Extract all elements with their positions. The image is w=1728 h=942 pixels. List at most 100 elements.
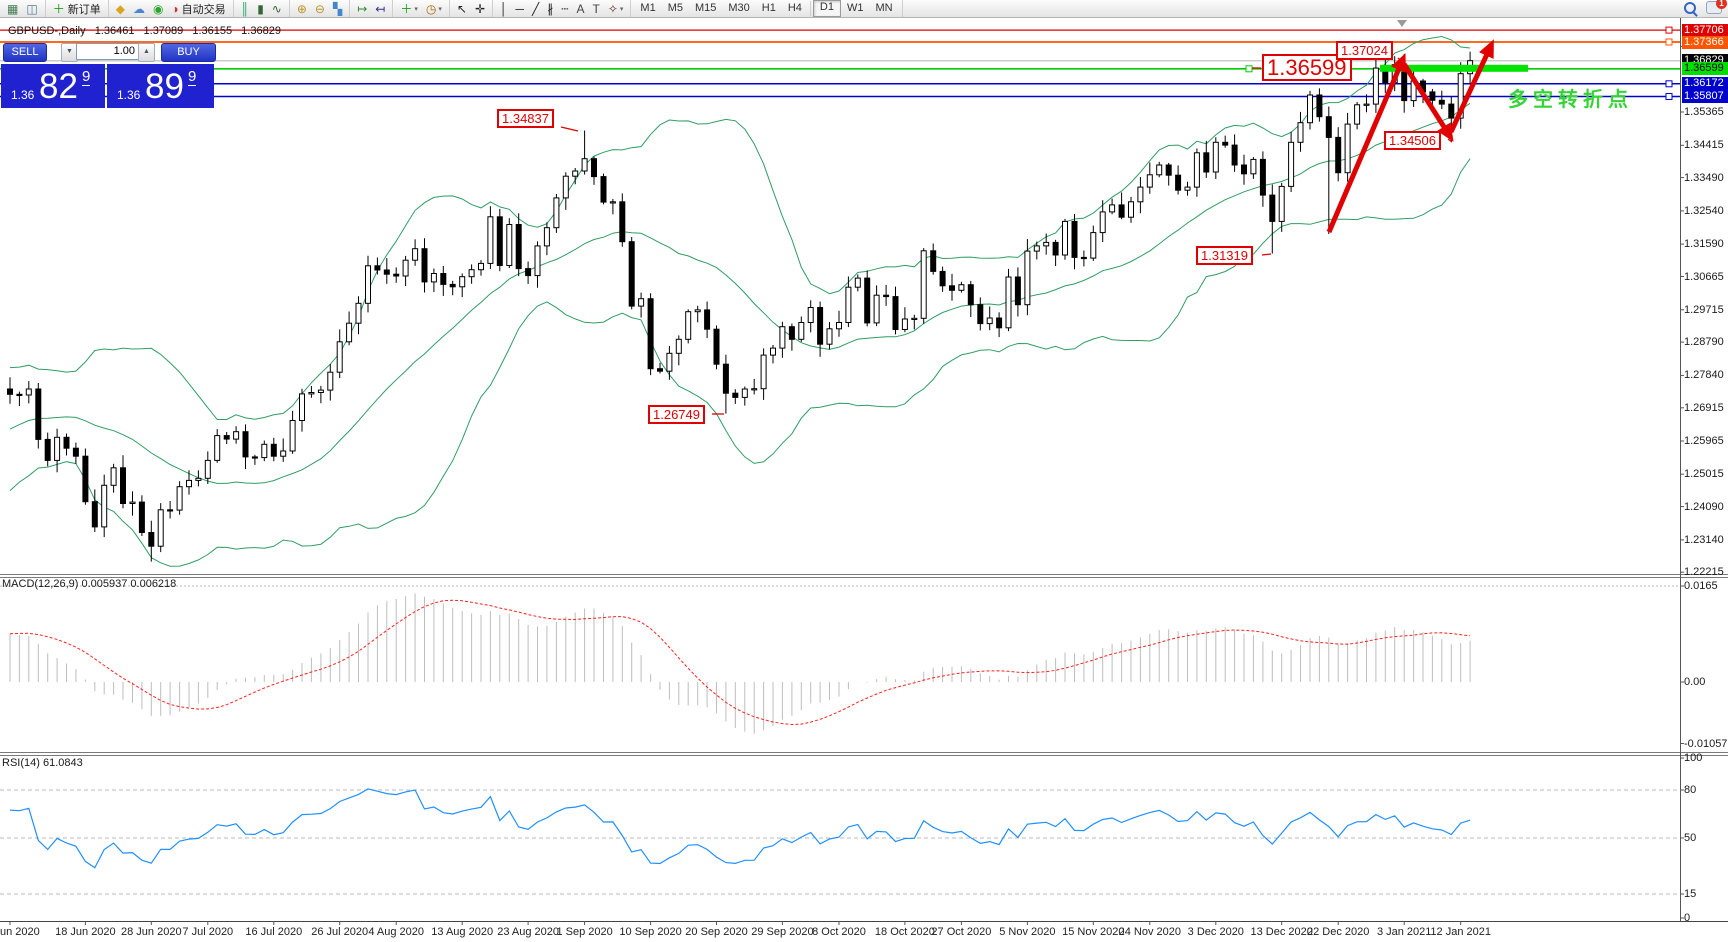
- timeframe-mn[interactable]: MN: [875, 2, 893, 14]
- time-label[interactable]: un 2020: [0, 926, 40, 938]
- trendline-icon[interactable]: ╱: [528, 1, 543, 17]
- timeframe-m30[interactable]: M30: [728, 2, 750, 14]
- search-icon[interactable]: [1684, 1, 1696, 14]
- time-label[interactable]: 1 Sep 2020: [556, 926, 613, 938]
- time-label[interactable]: 18 Oct 2020: [874, 926, 935, 938]
- chart-shift-icon[interactable]: ↤: [371, 1, 389, 17]
- crosshair-icon[interactable]: ✛: [471, 1, 489, 17]
- channel-icon[interactable]: ∦: [543, 1, 557, 17]
- bar-chart-icon[interactable]: ║: [237, 1, 254, 17]
- ohlc-close: 1.36829: [241, 25, 281, 37]
- label-icon[interactable]: T: [589, 1, 604, 17]
- time-label[interactable]: 26 Jul 2020: [311, 926, 369, 938]
- chart-preview-icon[interactable]: ◫: [22, 1, 41, 17]
- add-indicator-button-dropdown-icon[interactable]: ▾: [414, 5, 418, 13]
- toolbar-group: ↖ ✛: [450, 0, 493, 17]
- time-label[interactable]: 3 Dec 2020: [1187, 926, 1244, 938]
- time-label[interactable]: 29 Sep 2020: [751, 926, 814, 938]
- fibonacci-icon-glyph: ┄: [561, 1, 569, 16]
- rsi-axis-label: 100: [1684, 752, 1703, 764]
- timeframe-w1[interactable]: W1: [846, 2, 864, 14]
- price-annotation-1.26749[interactable]: 1.26749: [648, 405, 705, 424]
- time-label[interactable]: 7 Jul 2020: [182, 926, 234, 938]
- time-label[interactable]: 10 Sep 2020: [619, 926, 682, 938]
- buy-button[interactable]: BUY: [161, 43, 216, 62]
- time-label[interactable]: 28 Jun 2020: [121, 926, 182, 938]
- zoom-out-icon[interactable]: ⊖: [311, 1, 329, 17]
- toolbar-group: │ ─ ╱ ∦ ┄ A T ✧ ▾: [493, 0, 632, 17]
- time-label[interactable]: 22 Dec 2020: [1306, 926, 1370, 938]
- candlestick-chart-icon[interactable]: ▮: [253, 1, 268, 17]
- line-chart-icon[interactable]: ∿: [268, 1, 286, 17]
- zoom-in-icon[interactable]: ⊕: [293, 1, 311, 17]
- sell-button[interactable]: SELL: [3, 43, 47, 62]
- shapes-icon[interactable]: ✧ ▾: [604, 1, 628, 17]
- timeframe-m1[interactable]: M1: [640, 2, 656, 14]
- signal-icon-glyph: ◉: [152, 1, 164, 16]
- tile-windows-icon-glyph: ▚: [332, 1, 343, 16]
- price-tick: 1.22215: [1684, 566, 1724, 579]
- new-order-button[interactable]: ＋新订单: [49, 1, 105, 17]
- cursor-icon[interactable]: ↖: [453, 1, 471, 17]
- tile-windows-icon[interactable]: ▚: [329, 1, 346, 17]
- horizontal-line-icon[interactable]: ─: [512, 1, 529, 17]
- trendline-icon-glyph: ╱: [532, 1, 540, 16]
- time-label[interactable]: 12 Jan 2021: [1430, 926, 1491, 938]
- price-annotation-1.37024[interactable]: 1.37024: [1336, 41, 1393, 60]
- toolbar-group: ＋新订单: [46, 0, 109, 17]
- timeframe-m15[interactable]: M15: [694, 2, 717, 14]
- new-chart-icon[interactable]: ▦: [3, 1, 22, 17]
- time-label[interactable]: 20 Sep 2020: [685, 926, 748, 938]
- timeframe-m5[interactable]: M5: [667, 2, 683, 14]
- line-chart-icon-glyph: ∿: [271, 1, 282, 16]
- add-indicator-button[interactable]: ＋ ▾: [396, 1, 422, 17]
- auto-scroll-icon[interactable]: ↦: [353, 1, 371, 17]
- time-label[interactable]: 23 Aug 2020: [497, 926, 559, 938]
- price-label-1.37366: 1.37366: [1682, 35, 1728, 49]
- new-chart-icon-glyph: ▦: [7, 1, 19, 16]
- time-label[interactable]: 16 Jul 2020: [245, 926, 303, 938]
- timeframe-h1[interactable]: H1: [761, 2, 776, 14]
- community-icon[interactable]: ☁: [129, 1, 149, 17]
- period-clock-glyph: ◷: [425, 1, 437, 16]
- timeframe-h4[interactable]: H4: [787, 2, 802, 14]
- time-label[interactable]: 5 Nov 2020: [999, 926, 1056, 938]
- time-label[interactable]: 13 Dec 2020: [1250, 926, 1313, 938]
- volume-input[interactable]: 1.00: [76, 43, 140, 60]
- shapes-icon-dropdown-icon[interactable]: ▾: [619, 5, 624, 13]
- period-clock-button-dropdown-icon[interactable]: ▾: [438, 5, 442, 13]
- buy-price[interactable]: 1.36 89 9: [107, 64, 214, 108]
- period-clock-button[interactable]: ◷ ▾: [422, 1, 446, 17]
- toolbar-groups: ▦ ◫ ＋新订单 ◆ ☁ ◉ ◑ 自动交易 ║ ▮ ∿ ⊕ ⊖ ▚ ↦ ↤ ＋ ▾ ◷ ▾ ↖ ✛ │ ─ ╱ ∦ ┄ A T ✧ ▾ M1 M…: [0, 0, 903, 17]
- sell-price[interactable]: 1.36 82 9: [1, 64, 105, 108]
- time-label[interactable]: 13 Aug 2020: [431, 926, 494, 938]
- volume-increase-button[interactable]: ▲: [138, 43, 155, 62]
- time-label[interactable]: 8 Oct 2020: [812, 926, 866, 938]
- fibonacci-icon[interactable]: ┄: [557, 1, 572, 17]
- eraser-icon[interactable]: ◆: [112, 1, 129, 17]
- text-icon[interactable]: A: [572, 1, 588, 17]
- vertical-line-icon[interactable]: │: [496, 1, 512, 17]
- sell-price-prefix: 1.36: [11, 88, 35, 102]
- autotrade-button[interactable]: ◑ 自动交易: [167, 1, 229, 17]
- time-label[interactable]: 3 Jan 2021: [1376, 926, 1432, 938]
- signal-icon[interactable]: ◉: [149, 1, 167, 17]
- ohlc-low: 1.36155: [192, 25, 233, 37]
- time-label[interactable]: 24 Nov 2020: [1118, 926, 1181, 938]
- sell-price-point: 9: [82, 68, 91, 86]
- price-tick: 1.29715: [1684, 303, 1724, 316]
- autotrade-glyph: ◑: [171, 1, 179, 16]
- notifications-icon[interactable]: 1: [1706, 0, 1727, 14]
- time-label[interactable]: 15 Nov 2020: [1062, 926, 1125, 938]
- price-annotation-1.34506[interactable]: 1.34506: [1384, 131, 1441, 150]
- timeframe-separator: [809, 1, 811, 16]
- time-label[interactable]: 18 Jun 2020: [55, 926, 116, 938]
- timeframe-d1[interactable]: D1: [812, 0, 841, 17]
- price-annotation-1.31319[interactable]: 1.31319: [1196, 246, 1253, 265]
- time-label[interactable]: 4 Aug 2020: [368, 926, 425, 938]
- time-label[interactable]: 27 Oct 2020: [931, 926, 992, 938]
- cursor-icon-glyph: ↖: [456, 1, 467, 16]
- price-annotation-1.34837[interactable]: 1.34837: [497, 109, 554, 128]
